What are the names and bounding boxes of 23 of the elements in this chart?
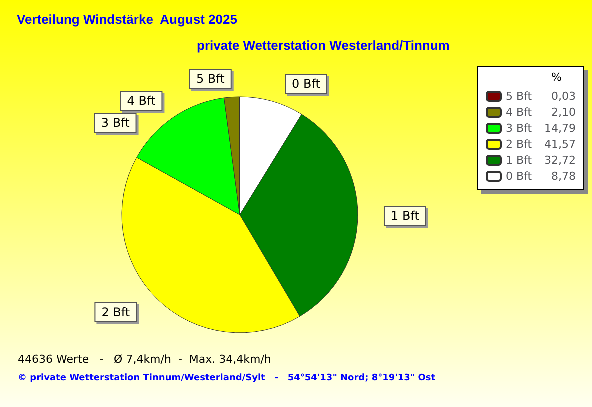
slice-label: 2 Bft <box>102 305 130 320</box>
legend-label: 5 Bft <box>506 90 533 103</box>
legend-label: 1 Bft <box>506 154 533 167</box>
data-label: 2,10 <box>552 106 576 119</box>
text: 44636 Werte - Ø 7,4km/h - Max. 34,4km/h <box>18 353 272 366</box>
legend-label: 2 Bft <box>506 138 533 151</box>
category-label: 5 Bft <box>196 72 225 86</box>
data-label: 32,72 <box>544 154 576 167</box>
slice-label: 1 Bft <box>390 209 420 224</box>
data-label: 0,03 <box>552 90 576 103</box>
legend-label: 0 Bft <box>506 170 533 183</box>
chart-subtitle: private Wetterstation Westerland/Tinnum <box>197 38 450 53</box>
legend-label: 4 Bft <box>506 106 533 119</box>
data-label: 41,57 <box>544 138 576 151</box>
data-label: 14,79 <box>544 122 576 135</box>
slice-label: 0 Bft <box>292 77 321 92</box>
slice-label: 3 Bft <box>101 116 130 130</box>
legend-label: 3 Bft <box>506 122 533 135</box>
text: © private Wetterstation Tinnum/Westerland/Sylt - 54°54'13" Nord; 8°19'13" Ost <box>18 374 436 384</box>
category-label: 4 Bft <box>127 94 156 108</box>
legend-title: % <box>552 71 562 84</box>
chart-title: Verteilung Windstärke August 2025 <box>17 12 238 27</box>
data-label: 8,78 <box>552 170 576 183</box>
